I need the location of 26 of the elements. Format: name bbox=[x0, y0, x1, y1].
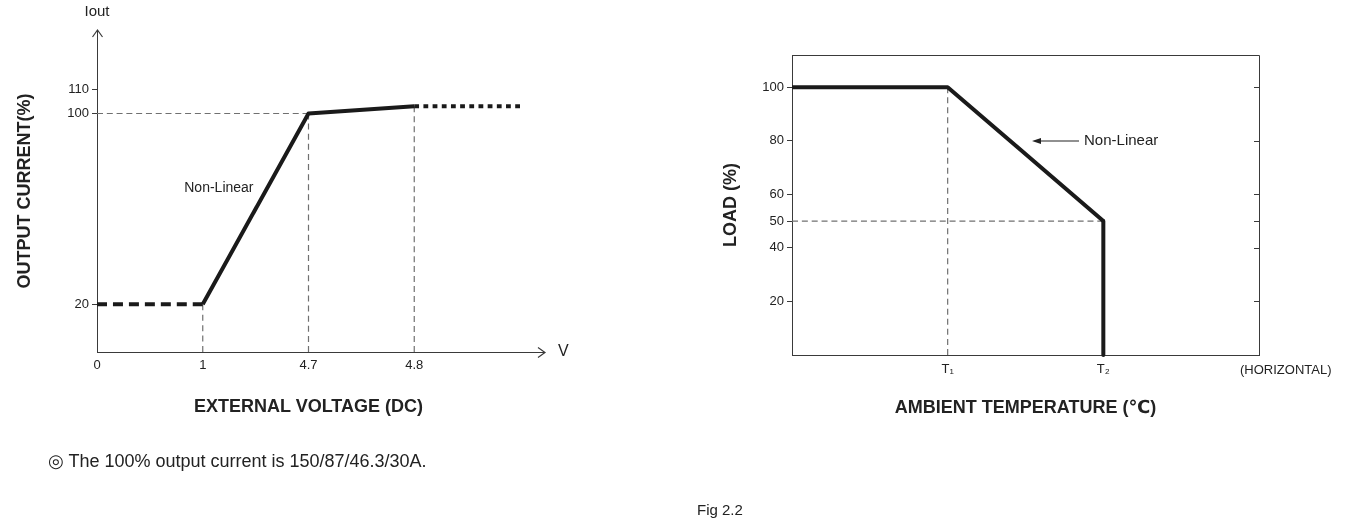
x-axis-title: AMBIENT TEMPERATURE (℃) bbox=[894, 397, 1157, 418]
y-tick-label: 60 bbox=[769, 185, 784, 201]
x-tick-label: 0 bbox=[93, 357, 101, 373]
x-tick-label: 4.7 bbox=[299, 357, 318, 373]
x-axis-title: EXTERNAL VOLTAGE (DC) bbox=[194, 396, 423, 417]
y-tick-label: 20 bbox=[769, 293, 784, 309]
y-tick-label: 20 bbox=[74, 295, 89, 311]
x-tick-label: 4.8 bbox=[405, 357, 424, 373]
text: ◎ The 100% output current is 150/87/46.3/30A. bbox=[48, 451, 427, 473]
annotation: Non-Linear bbox=[1084, 131, 1159, 149]
caption: Fig 2.2 bbox=[697, 501, 743, 519]
y-tick-label: 50 bbox=[769, 212, 784, 228]
x-tick-label: T₂ bbox=[1096, 361, 1110, 377]
text: V bbox=[558, 342, 569, 360]
y-tick-label: 100 bbox=[762, 78, 784, 94]
y-tick-label: 100 bbox=[67, 105, 89, 121]
y-tick-label: 80 bbox=[769, 132, 784, 148]
x-tick-label: 1 bbox=[199, 357, 207, 373]
text: (HORIZONTAL) bbox=[1240, 361, 1332, 377]
text: Iout bbox=[84, 2, 111, 20]
y-tick-label: 110 bbox=[68, 81, 89, 97]
y-axis-title: LOAD (%) bbox=[719, 163, 740, 247]
annotation: Non-Linear bbox=[184, 178, 254, 195]
x-tick-label: T₁ bbox=[941, 361, 955, 377]
y-axis-title: OUTPUT CURRENT(%) bbox=[13, 93, 34, 289]
y-tick-label: 40 bbox=[769, 239, 784, 255]
